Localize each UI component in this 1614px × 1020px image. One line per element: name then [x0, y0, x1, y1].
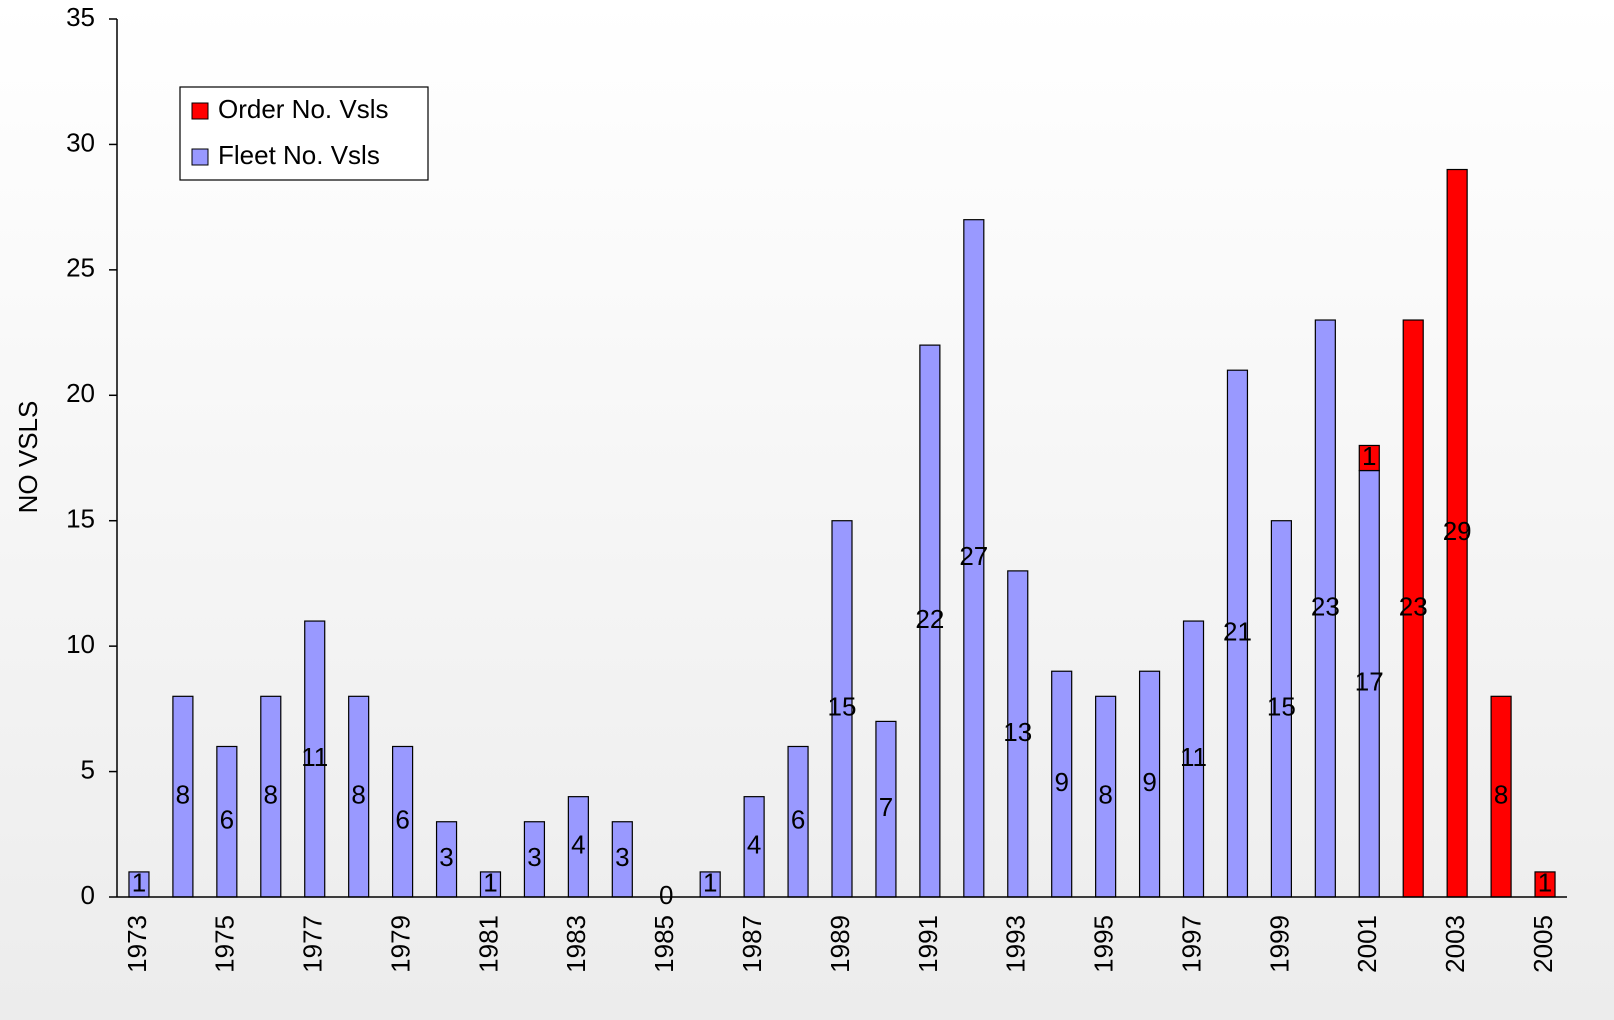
- x-tick-label: 1997: [1176, 915, 1206, 973]
- data-label: 3: [527, 842, 541, 872]
- data-label: 8: [1494, 780, 1508, 810]
- x-tick-label: 1979: [385, 915, 415, 973]
- legend-label: Fleet No. Vsls: [218, 140, 380, 170]
- x-tick-label: 2001: [1352, 915, 1382, 973]
- y-tick-label: 30: [66, 127, 95, 157]
- data-label: 15: [1267, 692, 1296, 722]
- data-label: 17: [1355, 667, 1384, 697]
- x-tick-label: 1993: [1001, 915, 1031, 973]
- data-label: 8: [1098, 780, 1112, 810]
- x-tick-label: 1991: [913, 915, 943, 973]
- data-label: 7: [879, 792, 893, 822]
- y-tick-label: 5: [81, 754, 95, 784]
- data-label: 11: [301, 742, 328, 772]
- data-label: 1: [483, 867, 497, 897]
- x-tick-label: 1985: [649, 915, 679, 973]
- data-label: 29: [1443, 516, 1472, 546]
- x-tick-label: 1977: [298, 915, 328, 973]
- data-label: 1: [1362, 441, 1376, 471]
- data-label: 1: [1538, 867, 1552, 897]
- x-tick-label: 2003: [1440, 915, 1470, 973]
- data-label: 3: [615, 842, 629, 872]
- data-label: 22: [915, 604, 944, 634]
- y-axis-label: NO VSLS: [13, 401, 43, 514]
- data-label: 13: [1003, 717, 1032, 747]
- x-tick-label: 1975: [210, 915, 240, 973]
- x-tick-label: 1981: [473, 915, 503, 973]
- data-label: 15: [828, 692, 857, 722]
- data-label: 4: [571, 830, 585, 860]
- bar: [1358, 444, 1380, 472]
- x-tick-label: 1989: [825, 915, 855, 973]
- x-tick-label: 1995: [1089, 915, 1119, 973]
- data-label: 23: [1399, 591, 1428, 621]
- legend-swatch: [191, 102, 209, 120]
- data-label: 0: [659, 880, 673, 910]
- y-tick-label: 10: [66, 629, 95, 659]
- data-label: 1: [132, 867, 146, 897]
- x-tick-label: 1999: [1264, 915, 1294, 973]
- y-tick-label: 35: [66, 2, 95, 32]
- x-tick-label: 1987: [737, 915, 767, 973]
- data-label: 8: [264, 780, 278, 810]
- data-label: 1: [703, 867, 717, 897]
- x-tick-label: 1983: [561, 915, 591, 973]
- legend-label: Order No. Vsls: [218, 94, 389, 124]
- data-label: 8: [176, 780, 190, 810]
- data-label: 4: [747, 830, 761, 860]
- x-tick-label: 1973: [122, 915, 152, 973]
- legend-swatch: [191, 148, 209, 166]
- data-label: 6: [791, 805, 805, 835]
- data-label: 23: [1311, 591, 1340, 621]
- legend-box: [179, 86, 429, 181]
- data-label: 27: [959, 541, 988, 571]
- data-label: 3: [439, 842, 453, 872]
- y-tick-label: 15: [66, 504, 95, 534]
- data-label: 11: [1180, 742, 1207, 772]
- data-label: 6: [395, 805, 409, 835]
- y-tick-label: 20: [66, 378, 95, 408]
- x-tick-label: 2005: [1528, 915, 1558, 973]
- data-label: 8: [351, 780, 365, 810]
- data-label: 21: [1223, 616, 1252, 646]
- data-label: 9: [1142, 767, 1156, 797]
- y-tick-label: 25: [66, 253, 95, 283]
- data-label: 9: [1054, 767, 1068, 797]
- data-label: 6: [220, 805, 234, 835]
- y-tick-label: 0: [81, 880, 95, 910]
